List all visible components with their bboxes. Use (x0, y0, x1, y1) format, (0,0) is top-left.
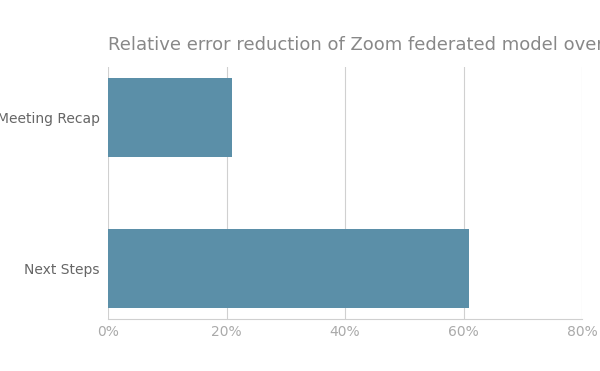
Bar (108, 78, 232, 157)
Text: Relative error reduction of Zoom federated model over GPT-4: Relative error reduction of Zoom federat… (108, 36, 600, 54)
Bar (108, 229, 469, 308)
